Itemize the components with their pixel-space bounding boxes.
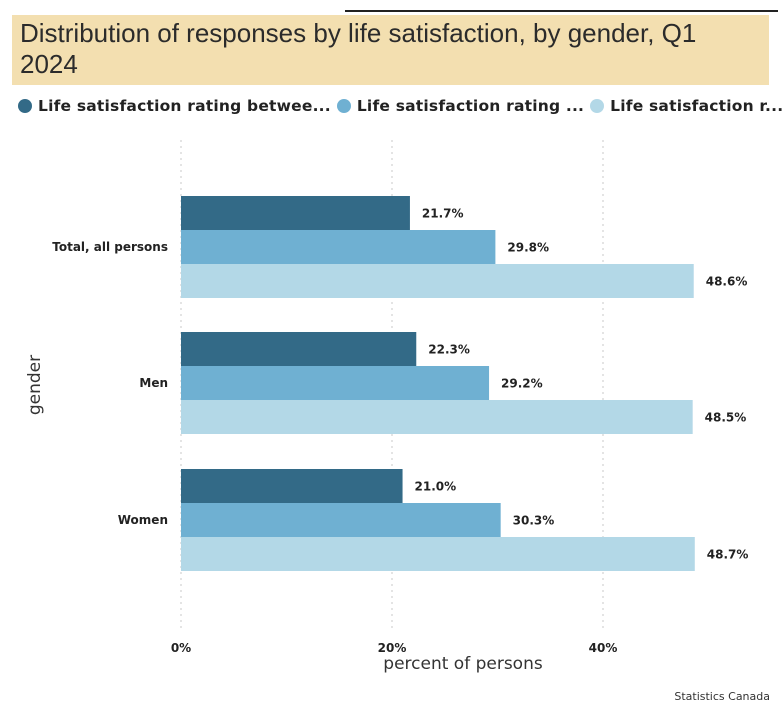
legend: Life satisfaction rating betwee... Life … <box>18 95 783 117</box>
category-label-1: Men <box>139 376 168 390</box>
bar-s3-c1[interactable] <box>181 264 694 298</box>
data-label-s1-c1: 21.7% <box>422 207 464 221</box>
category-labels: Total, all persons Men Women <box>52 240 168 527</box>
top-rule <box>345 10 778 12</box>
x-tick-label-0: 0% <box>171 641 191 655</box>
bar-s2-c3[interactable] <box>181 503 501 537</box>
title-banner: Distribution of responses by life satisf… <box>12 15 769 85</box>
bar-s1-c3[interactable] <box>181 469 403 503</box>
source-credit: Statistics Canada <box>674 690 770 703</box>
legend-label-series-2: Life satisfaction rating ... <box>356 97 585 115</box>
bar-s3-c2[interactable] <box>181 400 693 434</box>
data-label-s1-c3: 21.0% <box>415 480 457 494</box>
data-label-s1-c2: 22.3% <box>428 343 470 357</box>
category-label-2: Women <box>118 513 168 527</box>
x-tick-labels: 0% 20% 40% <box>171 641 618 655</box>
legend-label-series-3: Life satisfaction r... <box>610 97 784 115</box>
data-label-s2-c2: 29.2% <box>501 377 543 391</box>
legend-swatch-series-1 <box>18 99 32 113</box>
legend-item-series-2[interactable]: Life satisfaction rating ... <box>336 97 585 115</box>
data-label-s3-c1: 48.6% <box>706 275 748 289</box>
legend-item-series-3[interactable]: Life satisfaction r... <box>590 97 783 115</box>
x-tick-label-1: 20% <box>378 641 407 655</box>
x-tick-label-2: 40% <box>589 641 618 655</box>
bar-s2-c1[interactable] <box>181 230 496 264</box>
x-axis-title: percent of persons <box>383 654 543 674</box>
legend-swatch-series-2 <box>336 99 351 113</box>
bar-s1-c1[interactable] <box>181 196 410 230</box>
data-labels: 21.7% 29.8% 48.6% 22.3% 29.2% 48.5% 21.0% 30.3%… <box>415 207 749 562</box>
data-label-s3-c3: 48.7% <box>707 548 749 562</box>
data-label-s3-c2: 48.5% <box>705 411 747 425</box>
bars <box>181 196 695 571</box>
legend-swatch-series-3 <box>590 99 605 113</box>
bar-s3-c3[interactable] <box>181 537 695 571</box>
legend-item-series-1[interactable]: Life satisfaction rating betwee... <box>18 97 331 115</box>
data-label-s2-c3: 30.3% <box>513 514 555 528</box>
data-label-s2-c1: 29.8% <box>507 241 549 255</box>
category-label-0: Total, all persons <box>52 240 168 254</box>
legend-label-series-1: Life satisfaction rating betwee... <box>38 97 331 115</box>
y-axis-title: gender <box>25 355 45 415</box>
bar-s2-c2[interactable] <box>181 366 490 400</box>
chart-title: Distribution of responses by life satisf… <box>20 18 697 79</box>
bar-s1-c2[interactable] <box>181 332 417 366</box>
